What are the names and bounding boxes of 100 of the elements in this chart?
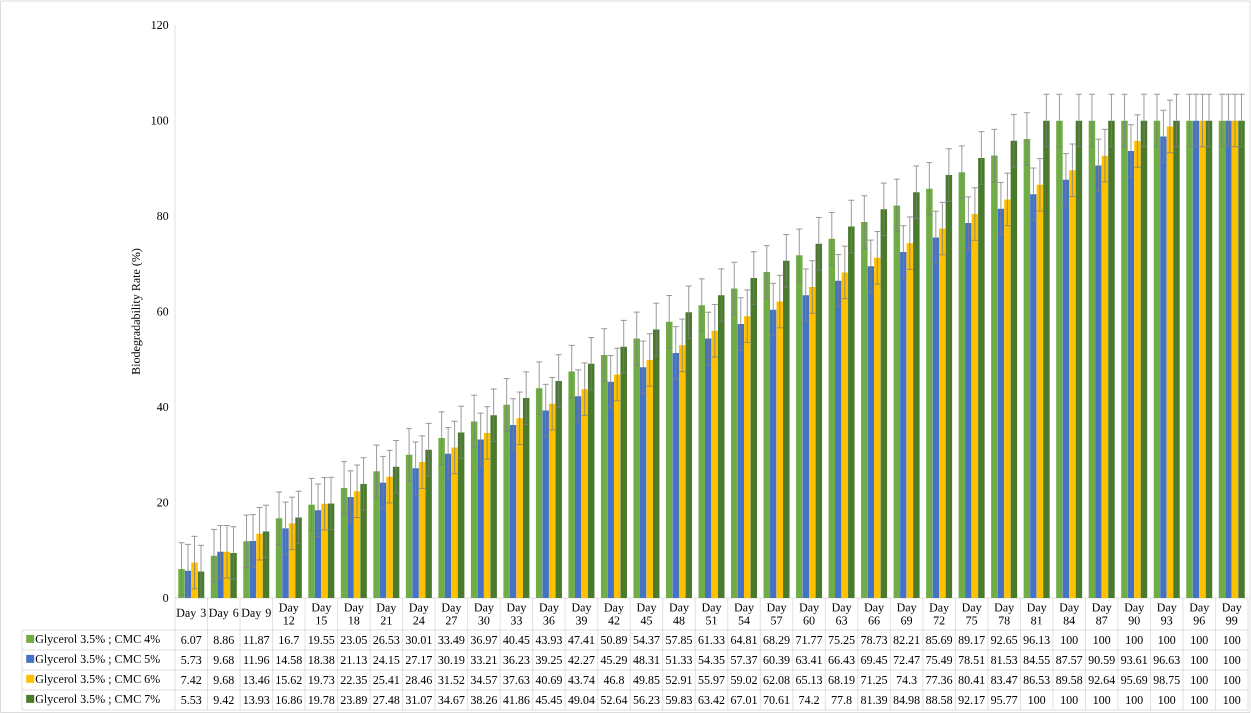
data-label: 30.19: [438, 655, 465, 665]
data-label: 9.68: [213, 675, 234, 685]
data-label: 27.17: [405, 655, 433, 665]
data-label: 68.29: [763, 635, 790, 645]
x-tick-label: Day 30: [474, 603, 494, 625]
data-label: 100: [1093, 635, 1111, 645]
data-label: 100: [1223, 675, 1241, 685]
data-label: 54.37: [633, 635, 660, 645]
data-label: 71.77: [796, 635, 823, 645]
data-label: 100: [1126, 695, 1143, 705]
data-label: 100: [1191, 635, 1208, 645]
data-label: 16.86: [276, 695, 302, 705]
data-label: 15.62: [276, 675, 302, 685]
x-tick-label: Day 21: [376, 603, 397, 625]
data-label: 30.01: [405, 635, 432, 645]
data-label: 95.69: [1121, 675, 1148, 685]
data-label: 43.74: [568, 675, 595, 685]
data-label: 82.21: [893, 635, 920, 645]
x-tick-label: Day 54: [734, 603, 754, 625]
data-label: 84.55: [1023, 655, 1050, 665]
data-label: 19.78: [308, 695, 335, 705]
x-tick-label: Day 57: [766, 603, 787, 625]
x-tick-label: Day 3: [176, 608, 206, 620]
data-label: 47.41: [568, 635, 595, 645]
x-tick-label: Day 66: [864, 603, 885, 625]
x-tick-label: Day 60: [799, 603, 820, 625]
x-tick-label: Day 87: [1092, 603, 1112, 625]
data-label: 5.73: [181, 655, 202, 665]
data-label: 72.47: [893, 655, 920, 665]
data-label: 57.37: [731, 655, 758, 665]
data-label: 84.98: [893, 695, 920, 705]
data-label: 65.13: [796, 675, 823, 685]
data-label: 81.53: [991, 655, 1018, 665]
legend-label: Glycerol 3.5% ; CMC 4%: [35, 634, 160, 646]
data-label: 5.53: [181, 695, 202, 705]
data-label: 71.25: [861, 675, 888, 685]
data-label: 100: [1158, 635, 1176, 645]
data-label: 39.25: [536, 655, 562, 665]
data-label: 18.38: [308, 655, 335, 665]
data-label: 36.97: [470, 635, 498, 645]
data-label: 66.43: [828, 655, 855, 665]
x-tick-label: Day 81: [1027, 603, 1047, 625]
data-label: 7.42: [181, 675, 202, 685]
data-label: 77.36: [926, 675, 953, 685]
data-label: 50.89: [601, 635, 627, 645]
data-label: 6.07: [181, 635, 202, 645]
data-label: 41.86: [503, 695, 530, 705]
data-label: 54.35: [698, 655, 725, 665]
x-tick-label: Day 36: [539, 603, 559, 625]
data-label: 24.15: [373, 655, 400, 665]
data-label: 51.33: [666, 655, 693, 665]
data-label: 74.2: [799, 695, 819, 705]
x-tick-label: Day 99: [1222, 603, 1242, 625]
data-label: 63.42: [698, 695, 725, 705]
legend-label: Glycerol 3.5% ; CMC 5%: [35, 654, 160, 666]
data-label: 48.31: [633, 655, 660, 665]
data-label: 100: [1061, 635, 1078, 645]
data-label: 74.3: [896, 675, 917, 685]
data-label: 31.52: [438, 675, 465, 685]
x-tick-label: Day 27: [441, 603, 462, 625]
data-label: 100: [1028, 695, 1046, 705]
data-label: 83.47: [991, 675, 1018, 685]
data-label: 13.93: [243, 695, 270, 705]
data-label: 100: [1061, 695, 1078, 705]
data-label: 43.93: [535, 635, 562, 645]
data-label: 87.57: [1056, 655, 1083, 665]
x-tick-label: Day 51: [701, 603, 722, 625]
data-label: 85.69: [926, 635, 953, 645]
data-label: 93.61: [1121, 655, 1147, 665]
x-tick-label: Day 78: [994, 603, 1015, 625]
data-label: 88.58: [926, 695, 953, 705]
data-label: 69.45: [861, 655, 888, 665]
x-tick-label: Day 24: [409, 603, 429, 625]
data-label: 19.73: [308, 675, 335, 685]
data-label: 52.64: [601, 695, 628, 705]
data-label: 36.23: [503, 655, 530, 665]
data-label: 75.49: [926, 655, 953, 665]
y-tick-label: 0: [163, 593, 169, 603]
data-label: 81.39: [861, 695, 888, 705]
data-label: 59.83: [666, 695, 693, 705]
x-tick-label: Day 15: [311, 603, 332, 625]
x-tick-label: Day 42: [604, 603, 624, 625]
data-label: 89.58: [1056, 675, 1083, 685]
x-tick-label: Day 63: [831, 603, 852, 625]
data-label: 45.29: [600, 655, 627, 665]
data-label: 92.65: [991, 635, 1018, 645]
data-label: 64.81: [731, 635, 757, 645]
data-label: 96.63: [1153, 655, 1180, 665]
data-label: 78.51: [958, 655, 985, 665]
x-tick-label: Day 75: [961, 603, 982, 625]
data-label: 34.57: [470, 675, 498, 685]
data-label: 31.07: [405, 695, 433, 705]
data-label: 11.87: [244, 635, 270, 645]
x-tick-label: Day 12: [279, 603, 299, 625]
data-label: 68.19: [828, 675, 855, 685]
data-label: 23.89: [340, 695, 367, 705]
data-label: 49.85: [633, 675, 660, 685]
x-tick-label: Day 90: [1124, 603, 1145, 625]
x-tick-label: Day 39: [571, 603, 592, 625]
y-tick-label: 100: [151, 116, 169, 125]
